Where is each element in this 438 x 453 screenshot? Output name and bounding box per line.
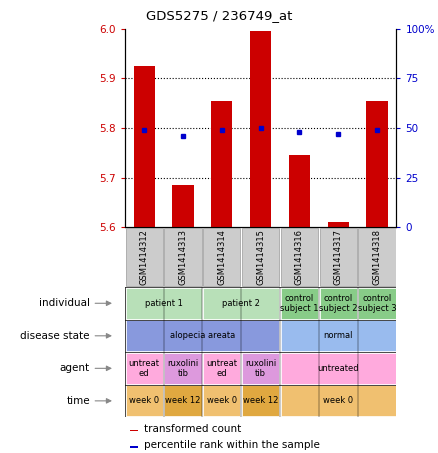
Text: agent: agent xyxy=(60,363,90,373)
Bar xyxy=(358,228,396,286)
Text: normal: normal xyxy=(323,331,353,340)
Bar xyxy=(203,353,240,384)
Bar xyxy=(281,320,396,352)
Text: untreated: untreated xyxy=(318,364,359,373)
Bar xyxy=(172,185,194,227)
Bar xyxy=(126,288,201,319)
Text: GSM1414315: GSM1414315 xyxy=(256,229,265,285)
Bar xyxy=(203,288,279,319)
Bar xyxy=(250,31,271,227)
Text: disease state: disease state xyxy=(21,331,90,341)
Bar xyxy=(126,353,163,384)
Text: untreat
ed: untreat ed xyxy=(129,359,160,378)
Text: week 0: week 0 xyxy=(323,396,353,405)
Bar xyxy=(211,101,233,227)
Text: week 0: week 0 xyxy=(129,396,159,405)
Text: patient 1: patient 1 xyxy=(145,299,183,308)
Bar xyxy=(366,101,388,227)
Text: GSM1414316: GSM1414316 xyxy=(295,229,304,285)
Bar xyxy=(203,228,240,286)
Text: alopecia areata: alopecia areata xyxy=(170,331,235,340)
Bar xyxy=(320,288,357,319)
Bar xyxy=(281,385,396,416)
Bar xyxy=(328,222,349,227)
Text: transformed count: transformed count xyxy=(144,424,241,434)
Text: percentile rank within the sample: percentile rank within the sample xyxy=(144,440,320,450)
Bar xyxy=(289,155,310,227)
Bar xyxy=(281,353,396,384)
Text: ruxolini
tib: ruxolini tib xyxy=(245,359,276,378)
Bar xyxy=(242,228,279,286)
Bar xyxy=(130,446,138,448)
Text: GSM1414318: GSM1414318 xyxy=(372,229,381,285)
Text: week 12: week 12 xyxy=(243,396,278,405)
Bar xyxy=(358,288,396,319)
Bar xyxy=(242,385,279,416)
Text: individual: individual xyxy=(39,298,90,308)
Bar xyxy=(126,385,163,416)
Text: time: time xyxy=(66,396,90,406)
Text: patient 2: patient 2 xyxy=(222,299,260,308)
Bar xyxy=(126,320,279,352)
Text: control
subject 1: control subject 1 xyxy=(280,294,319,313)
Text: GSM1414312: GSM1414312 xyxy=(140,229,149,285)
Bar xyxy=(164,228,201,286)
Text: GSM1414314: GSM1414314 xyxy=(217,229,226,285)
Bar xyxy=(281,288,318,319)
Text: control
subject 2: control subject 2 xyxy=(319,294,357,313)
Bar xyxy=(164,353,201,384)
Bar xyxy=(242,353,279,384)
Text: GDS5275 / 236749_at: GDS5275 / 236749_at xyxy=(146,9,292,22)
Text: untreat
ed: untreat ed xyxy=(206,359,237,378)
Bar xyxy=(130,430,138,431)
Text: week 12: week 12 xyxy=(165,396,201,405)
Text: GSM1414313: GSM1414313 xyxy=(179,229,187,285)
Bar xyxy=(134,66,155,227)
Bar xyxy=(320,228,357,286)
Bar xyxy=(164,385,201,416)
Bar xyxy=(281,228,318,286)
Bar xyxy=(203,385,240,416)
Text: GSM1414317: GSM1414317 xyxy=(334,229,343,285)
Text: week 0: week 0 xyxy=(207,396,237,405)
Text: control
subject 3: control subject 3 xyxy=(358,294,396,313)
Bar xyxy=(126,228,163,286)
Text: ruxolini
tib: ruxolini tib xyxy=(167,359,199,378)
